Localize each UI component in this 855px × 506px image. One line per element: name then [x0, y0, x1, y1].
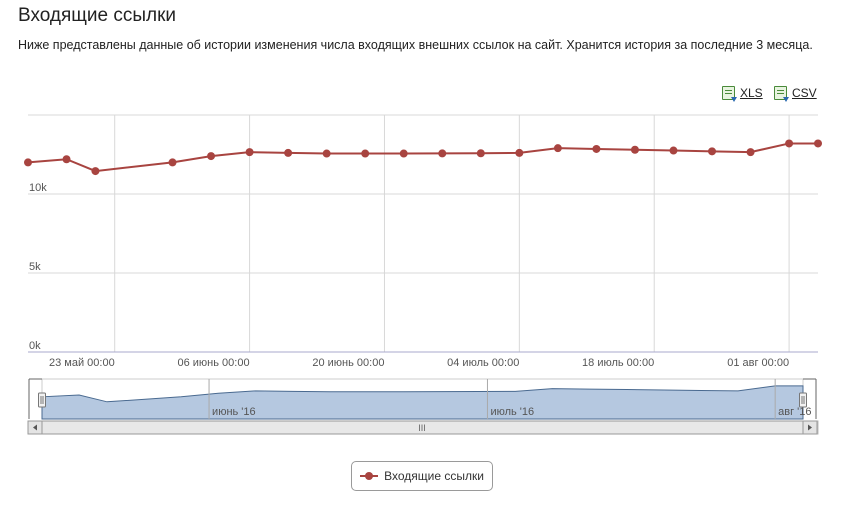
data-point[interactable]	[592, 144, 601, 153]
data-point[interactable]	[284, 148, 293, 157]
data-point[interactable]	[553, 144, 562, 153]
x-tick-label: 06 июнь 00:00	[178, 357, 250, 369]
y-tick-label: 5k	[29, 261, 41, 273]
scrollbar-grip: III	[418, 423, 426, 433]
line-chart: 0k 5k 10k 23 май 00:00 06 июнь 00:00 20 июнь …	[24, 114, 822, 435]
data-point[interactable]	[708, 147, 717, 156]
data-point[interactable]	[669, 146, 678, 155]
data-point[interactable]	[746, 148, 755, 157]
legend-line-symbol	[360, 471, 379, 481]
navigator-handle-left[interactable]	[38, 392, 46, 408]
export-csv-link[interactable]: CSV	[774, 86, 817, 102]
data-point[interactable]	[630, 145, 639, 154]
x-tick-label: 01 авг 00:00	[727, 357, 789, 369]
page-description: Ниже представлены данные об истории изме…	[18, 38, 813, 52]
data-point[interactable]	[322, 149, 331, 158]
legend-label: Входящие ссылки	[384, 469, 484, 483]
export-xls-label: XLS	[740, 86, 763, 100]
x-tick-label: 04 июль 00:00	[447, 357, 519, 369]
chevron-left-icon	[33, 424, 37, 431]
legend-item[interactable]: Входящие ссылки	[351, 461, 493, 491]
navigator-area	[41, 385, 804, 420]
data-point[interactable]	[785, 139, 794, 148]
data-point[interactable]	[399, 149, 408, 158]
y-tick-label: 10k	[29, 182, 47, 194]
navigator-label: авг '16	[778, 406, 811, 418]
data-point[interactable]	[62, 155, 71, 164]
data-point[interactable]	[814, 139, 822, 148]
excel-icon	[774, 86, 789, 102]
navigator-label: июнь '16	[212, 406, 256, 418]
x-tick-label: 23 май 00:00	[49, 357, 115, 369]
navigator-label: июль '16	[490, 406, 534, 418]
export-xls-link[interactable]: XLS	[722, 86, 763, 102]
data-point[interactable]	[245, 148, 254, 157]
data-point[interactable]	[24, 158, 32, 167]
data-point[interactable]	[91, 167, 100, 176]
data-point[interactable]	[207, 152, 216, 161]
page-title: Входящие ссылки	[18, 5, 177, 26]
data-point[interactable]	[361, 149, 370, 158]
x-tick-label: 18 июль 00:00	[582, 357, 654, 369]
data-point[interactable]	[476, 149, 485, 158]
chevron-right-icon	[808, 424, 812, 431]
data-point[interactable]	[168, 158, 177, 167]
data-point[interactable]	[515, 148, 524, 157]
export-csv-label: CSV	[792, 86, 817, 100]
excel-icon	[722, 86, 737, 102]
series-line	[27, 142, 818, 173]
y-tick-label: 0k	[29, 340, 41, 352]
data-point[interactable]	[438, 149, 447, 158]
x-tick-label: 20 июнь 00:00	[312, 357, 384, 369]
navigator-handle-right[interactable]	[799, 392, 807, 408]
